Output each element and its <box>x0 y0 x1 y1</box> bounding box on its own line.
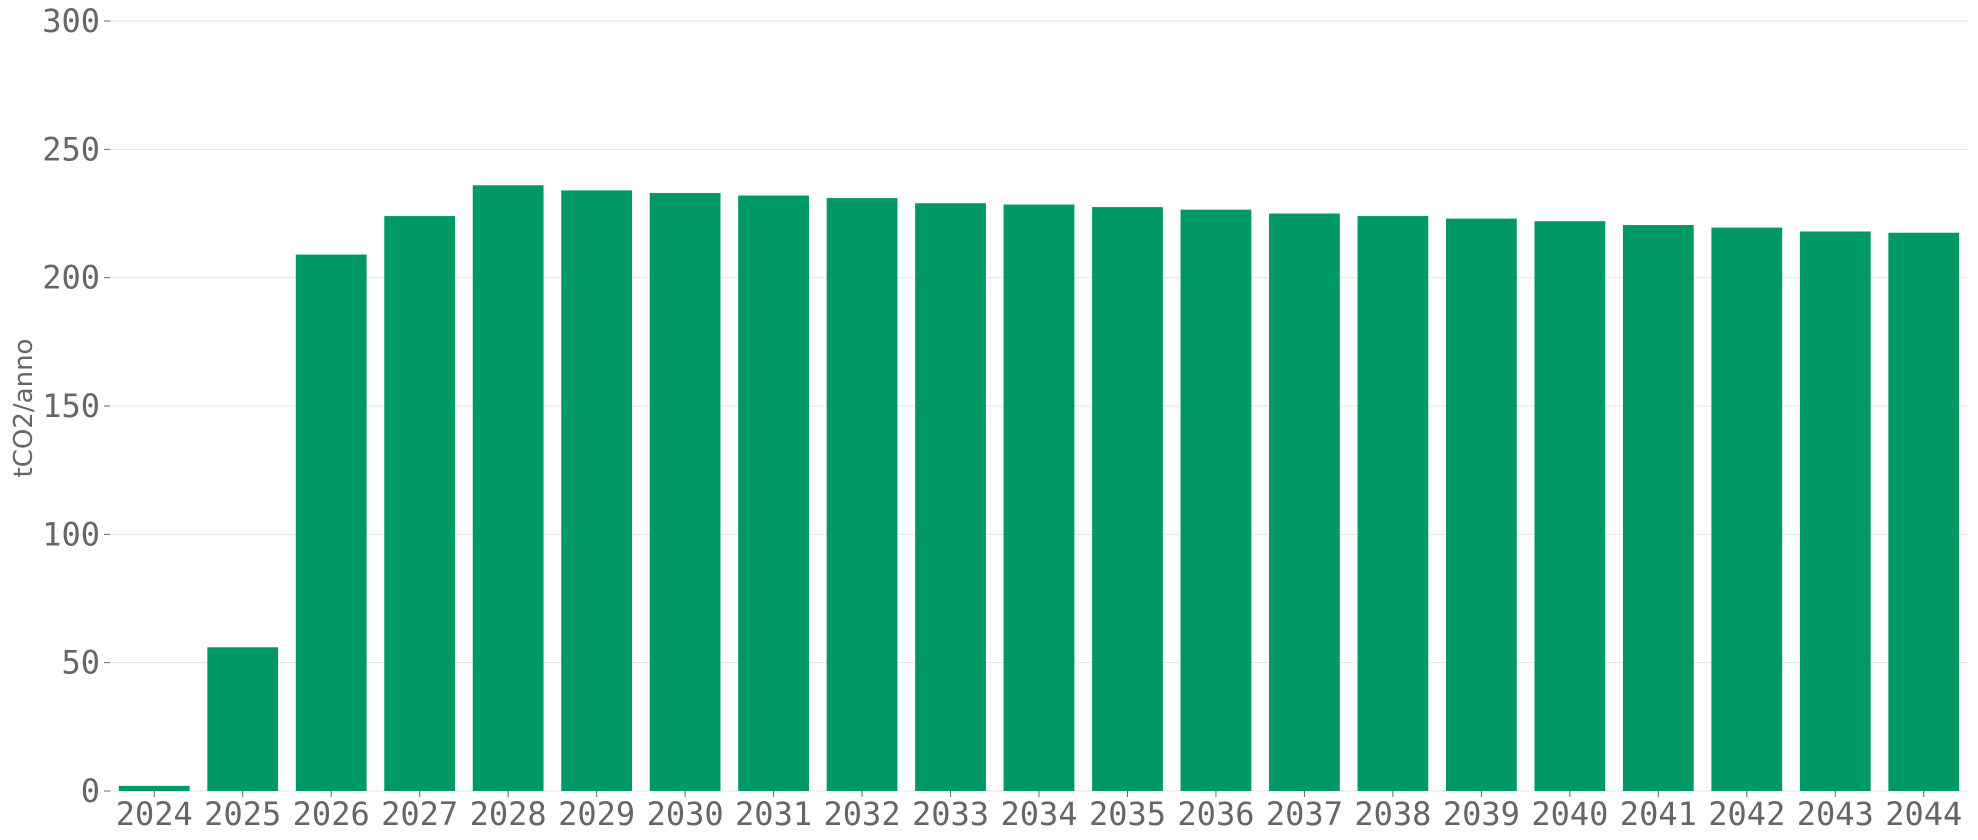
x-tick-label: 2037 <box>1266 795 1343 833</box>
bar-2031 <box>738 195 809 792</box>
x-tick-label: 2038 <box>1354 795 1431 833</box>
y-tick-label: 0 <box>81 772 100 810</box>
x-tick-label: 2039 <box>1443 795 1520 833</box>
bar-2030 <box>649 192 721 791</box>
bar-2042 <box>1711 227 1783 791</box>
y-tick-label: 300 <box>42 2 100 40</box>
x-tick-label: 2041 <box>1620 795 1697 833</box>
x-tick-label: 2027 <box>381 795 458 833</box>
x-tick-label: 2042 <box>1708 795 1785 833</box>
x-tick-label: 2035 <box>1089 795 1166 833</box>
bar-2027 <box>384 216 456 792</box>
x-tick-label: 2032 <box>824 795 901 833</box>
bars <box>118 185 1960 792</box>
bar-2038 <box>1357 216 1429 792</box>
bar-2025 <box>207 647 279 791</box>
bar-2024 <box>118 785 190 791</box>
x-tick-label: 2031 <box>735 795 812 833</box>
bar-2043 <box>1799 231 1871 791</box>
y-axis-label: tCO2/anno <box>9 339 39 478</box>
x-tick-label: 2033 <box>912 795 989 833</box>
y-tick-label: 200 <box>42 259 100 297</box>
bar-2033 <box>915 203 986 791</box>
y-tick-label: 150 <box>42 387 100 425</box>
bar-2029 <box>561 190 633 791</box>
x-tick-label: 2030 <box>647 795 724 833</box>
x-tick-label: 2029 <box>558 795 635 833</box>
bar-2044 <box>1888 232 1960 791</box>
x-tick-label: 2040 <box>1531 795 1608 833</box>
x-tick-label: 2043 <box>1797 795 1874 833</box>
bar-2037 <box>1269 213 1340 791</box>
bar-2032 <box>826 198 898 792</box>
bar-2034 <box>1003 204 1075 791</box>
bar-2026 <box>295 254 367 792</box>
x-axis-ticks: 2024 2025 2026 2027 2028 2029 2030 2031 2032 2033… <box>116 791 1962 833</box>
y-tick-label: 100 <box>42 515 100 553</box>
x-tick-label: 2034 <box>1000 795 1077 833</box>
x-tick-label: 2044 <box>1885 795 1962 833</box>
x-tick-label: 2024 <box>116 795 193 833</box>
y-axis-ticks: 0 50 100 150 200 250 300 <box>42 2 110 810</box>
bar-2035 <box>1092 207 1163 792</box>
bar-2028 <box>472 185 544 791</box>
bar-2039 <box>1445 218 1517 792</box>
x-tick-label: 2036 <box>1177 795 1254 833</box>
y-tick-label: 50 <box>61 644 100 682</box>
x-tick-label: 2025 <box>204 795 281 833</box>
x-tick-label: 2026 <box>293 795 370 833</box>
bar-2040 <box>1534 221 1606 791</box>
bar-2036 <box>1180 209 1252 791</box>
bar-2041 <box>1622 225 1694 792</box>
x-tick-label: 2028 <box>470 795 547 833</box>
y-tick-label: 250 <box>42 130 100 168</box>
